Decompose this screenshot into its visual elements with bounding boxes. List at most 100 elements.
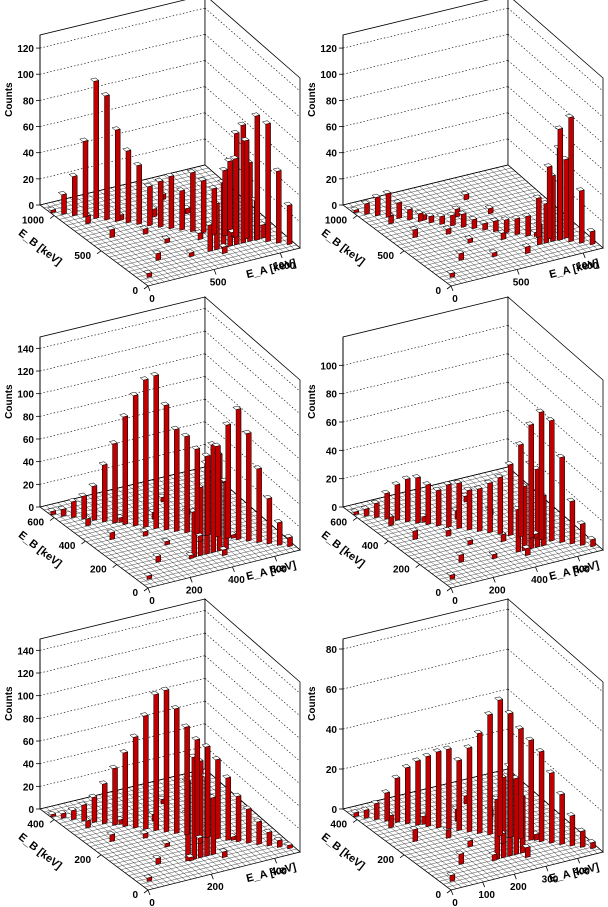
bar-face <box>446 748 452 830</box>
bar-ridge <box>57 505 67 517</box>
bar-face <box>445 529 452 537</box>
bar-floor <box>143 269 153 278</box>
bar-face <box>525 846 531 859</box>
bar-face <box>375 196 381 217</box>
z-tick-label: 100 <box>17 70 34 81</box>
z-tick-label: 100 <box>17 390 34 401</box>
y-tick-label: 600 <box>330 518 347 529</box>
z-axis-title: Counts <box>4 686 15 721</box>
bar-face <box>50 510 56 516</box>
z-tick-label: 0 <box>28 503 34 514</box>
bar-floor <box>409 527 419 541</box>
bar-floor <box>521 843 531 859</box>
grid-line <box>507 608 604 693</box>
z-tick-label: 120 <box>17 367 34 378</box>
grid-line <box>507 648 604 733</box>
grid-line <box>204 353 301 437</box>
x-tick <box>545 866 549 872</box>
bar-face <box>266 831 273 847</box>
bar-face <box>580 830 586 848</box>
z-tick-label: 40 <box>326 149 338 160</box>
bar-face <box>557 127 563 241</box>
bar-face <box>385 192 392 218</box>
x-tick <box>482 881 486 888</box>
bar-face <box>477 487 483 533</box>
z-tick-label: 20 <box>326 765 338 776</box>
z-tick-label: 60 <box>326 418 338 429</box>
x-tick-label: 600 <box>573 564 590 575</box>
x-tick <box>577 858 581 864</box>
bar-ridge <box>252 818 263 846</box>
bar-ridge <box>489 217 499 233</box>
y-tick <box>49 517 55 521</box>
z-tick-label: 140 <box>17 646 34 657</box>
grid-line <box>507 381 604 466</box>
bar-face <box>235 408 242 541</box>
grid-line <box>342 33 509 75</box>
x-tick <box>279 252 283 259</box>
bar-face <box>466 489 473 531</box>
bar-ridge <box>272 167 282 244</box>
z-tick-label: 60 <box>326 685 338 696</box>
bar-ridge <box>483 710 494 836</box>
grid-line <box>39 610 206 651</box>
bar-floor <box>139 829 149 839</box>
bar-face <box>396 201 402 220</box>
bar-face <box>102 463 108 523</box>
bar-floor <box>464 837 474 848</box>
bar-ridge <box>263 828 273 847</box>
bar-ridge <box>554 125 564 241</box>
bar-floor <box>464 235 474 244</box>
bar-ridge <box>545 769 555 844</box>
y-axis-title: E_B [keV] <box>16 227 64 268</box>
bar-ridge <box>221 421 232 539</box>
grid-line <box>204 746 301 830</box>
bar-face <box>287 536 293 548</box>
x-tick <box>450 587 454 594</box>
bar-ridge <box>371 193 381 217</box>
bar-face <box>190 171 196 233</box>
bar-ridge <box>170 425 180 533</box>
bar-ridge <box>160 401 170 531</box>
bar-floor <box>488 550 498 560</box>
bar-face <box>146 272 153 278</box>
bar-face <box>454 207 461 218</box>
bar-ridge <box>46 206 57 214</box>
bar-floor <box>185 551 195 560</box>
bar-face <box>569 814 576 847</box>
grid-line <box>507 34 604 118</box>
bar-face <box>500 533 507 543</box>
bar-ridge <box>391 774 401 823</box>
bar-face <box>260 223 266 239</box>
bar-face <box>435 489 442 527</box>
y-tick-label: 0 <box>435 286 441 297</box>
bar-ridge <box>473 485 483 533</box>
y-tick <box>81 540 86 545</box>
y-tick <box>399 854 405 859</box>
bar-ridge <box>165 172 175 230</box>
bar-face <box>513 777 520 856</box>
bar-face <box>569 500 576 545</box>
bar-face <box>507 712 514 839</box>
y-tick-label: 1000 <box>325 216 348 227</box>
bar-ridge <box>232 792 242 843</box>
bar-face <box>563 158 569 239</box>
bar-face <box>286 204 293 246</box>
bar-face <box>109 833 116 843</box>
y-tick-label: 1000 <box>22 216 45 227</box>
bar-ridge <box>283 201 293 246</box>
z-tick-label: 0 <box>331 503 337 514</box>
grid-line <box>39 632 206 674</box>
bar-ridge <box>463 486 473 531</box>
bar-face <box>147 185 153 227</box>
bar-face <box>374 502 380 519</box>
bar-face <box>256 820 262 846</box>
x-tick <box>450 285 454 292</box>
bar-face <box>277 839 283 848</box>
bar-ridge <box>211 755 221 840</box>
bar-ridge <box>360 199 370 215</box>
z-tick-label: 0 <box>28 201 34 212</box>
bar-ridge <box>201 452 211 537</box>
